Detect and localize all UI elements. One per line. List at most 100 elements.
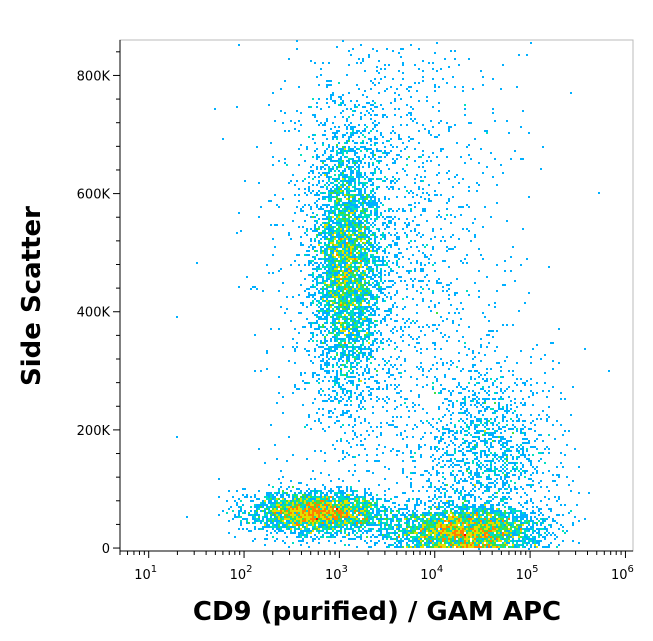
event-dot — [348, 240, 350, 242]
event-dot — [518, 532, 520, 534]
event-dot — [300, 482, 302, 484]
event-dot — [370, 198, 372, 200]
event-dot — [370, 320, 372, 322]
event-dot — [334, 396, 336, 398]
event-dot — [462, 530, 464, 532]
event-dot — [320, 302, 322, 304]
event-dot — [290, 506, 292, 508]
event-dot — [330, 158, 332, 160]
event-dot — [422, 514, 424, 516]
event-dot — [370, 244, 372, 246]
event-dot — [384, 498, 386, 500]
event-dot — [408, 538, 410, 540]
event-dot — [346, 128, 348, 130]
event-dot — [348, 124, 350, 126]
event-dot — [300, 312, 302, 314]
event-dot — [322, 296, 324, 298]
event-dot — [496, 524, 498, 526]
event-dot — [348, 360, 350, 362]
event-dot — [362, 194, 364, 196]
event-dot — [360, 194, 362, 196]
event-dot — [330, 264, 332, 266]
event-dot — [350, 510, 352, 512]
event-dot — [476, 510, 478, 512]
event-dot — [308, 288, 310, 290]
event-dot — [340, 504, 342, 506]
event-dot — [300, 374, 302, 376]
event-dot — [508, 536, 510, 538]
event-dot — [366, 320, 368, 322]
event-dot — [276, 508, 278, 510]
event-dot — [352, 270, 354, 272]
event-dot — [366, 332, 368, 334]
event-dot — [368, 510, 370, 512]
event-dot — [344, 146, 346, 148]
event-dot — [356, 494, 358, 496]
event-dot — [338, 292, 340, 294]
event-dot — [244, 496, 246, 498]
event-dot — [326, 372, 328, 374]
event-dot — [350, 290, 352, 292]
event-dot — [332, 444, 334, 446]
event-dot — [420, 538, 422, 540]
event-dot — [362, 498, 364, 500]
event-dot — [338, 174, 340, 176]
event-dot — [296, 518, 298, 520]
event-dot — [358, 510, 360, 512]
event-dot — [514, 512, 516, 514]
event-dot — [326, 280, 328, 282]
event-dot — [458, 516, 460, 518]
event-dot — [514, 510, 516, 512]
event-dot — [418, 546, 420, 548]
event-dot — [326, 226, 328, 228]
event-dot — [362, 246, 364, 248]
event-dot — [340, 372, 342, 374]
event-dot — [364, 248, 366, 250]
event-dot — [346, 372, 348, 374]
event-dot — [330, 96, 332, 98]
event-dot — [320, 242, 322, 244]
event-dot — [524, 522, 526, 524]
event-dot — [364, 338, 366, 340]
event-dot — [368, 336, 370, 338]
event-dot — [544, 536, 546, 538]
event-dot — [370, 356, 372, 358]
event-dot — [328, 352, 330, 354]
event-dot — [334, 330, 336, 332]
event-dot — [428, 518, 430, 520]
event-dot — [340, 192, 342, 194]
event-dot — [328, 510, 330, 512]
event-dot — [328, 302, 330, 304]
event-dot — [384, 510, 386, 512]
event-dot — [378, 150, 380, 152]
event-dot — [334, 178, 336, 180]
event-dot — [382, 528, 384, 530]
event-dot — [338, 220, 340, 222]
event-dot — [326, 260, 328, 262]
event-dot — [328, 146, 330, 148]
event-dot — [470, 506, 472, 508]
event-dot — [290, 522, 292, 524]
event-dot — [360, 220, 362, 222]
event-dot — [352, 244, 354, 246]
event-dot — [454, 542, 456, 544]
event-dot — [336, 334, 338, 336]
event-dot — [310, 496, 312, 498]
event-dot — [318, 520, 320, 522]
event-dot — [380, 132, 382, 134]
event-dot — [354, 298, 356, 300]
event-dot — [342, 296, 344, 298]
event-dot — [438, 502, 440, 504]
event-dot — [382, 222, 384, 224]
event-dot — [290, 514, 292, 516]
event-dot — [386, 532, 388, 534]
event-dot — [386, 530, 388, 532]
event-dot — [462, 512, 464, 514]
event-dot — [328, 314, 330, 316]
event-dot — [348, 160, 350, 162]
event-dot — [338, 512, 340, 514]
event-dot — [342, 286, 344, 288]
event-dot — [234, 514, 236, 516]
event-dot — [274, 518, 276, 520]
event-dot — [512, 544, 514, 546]
